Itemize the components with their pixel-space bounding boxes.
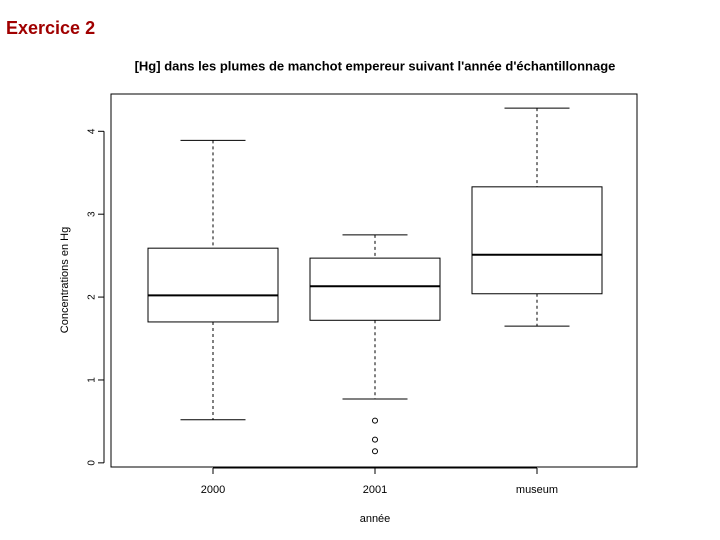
box: [147, 247, 279, 323]
y-tick-label: 2: [87, 294, 98, 300]
chart-title: [Hg] dans les plumes de manchot empereur…: [135, 58, 616, 73]
box: [471, 186, 603, 295]
y-tick-label: 4: [87, 128, 98, 134]
y-tick-label: 1: [87, 377, 98, 383]
x-axis-label: année: [360, 513, 391, 525]
heading: Exercice 2: [6, 18, 95, 38]
y-tick-label: 0: [87, 460, 98, 466]
outlier: [372, 417, 378, 424]
box: [309, 257, 441, 321]
x-tick-label: 2000: [201, 484, 225, 496]
x-tick-label: museum: [516, 484, 558, 496]
plot-frame: [110, 93, 638, 468]
x-tick-label: 2001: [363, 484, 387, 496]
outlier: [372, 436, 378, 443]
y-axis-label: Concentrations en Hg: [59, 227, 71, 333]
outlier: [372, 448, 378, 455]
y-tick-label: 3: [87, 211, 98, 217]
